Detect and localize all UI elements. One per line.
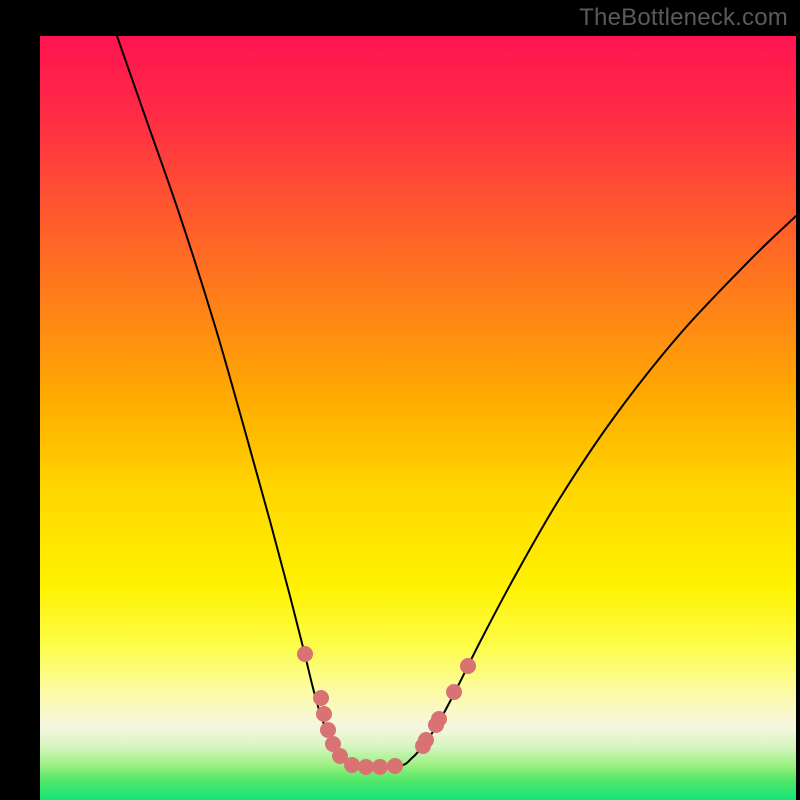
marker-dot (446, 684, 462, 700)
watermark-text: TheBottleneck.com (579, 4, 788, 32)
marker-dot (313, 690, 329, 706)
gradient-background (40, 36, 796, 800)
marker-dot (372, 759, 388, 775)
marker-dot (316, 706, 332, 722)
chart-frame: TheBottleneck.com (0, 0, 800, 800)
marker-dot (418, 732, 434, 748)
marker-dot (431, 711, 447, 727)
marker-dot (297, 646, 313, 662)
plot-area (40, 36, 796, 800)
marker-dot (460, 658, 476, 674)
marker-dot (387, 758, 403, 774)
